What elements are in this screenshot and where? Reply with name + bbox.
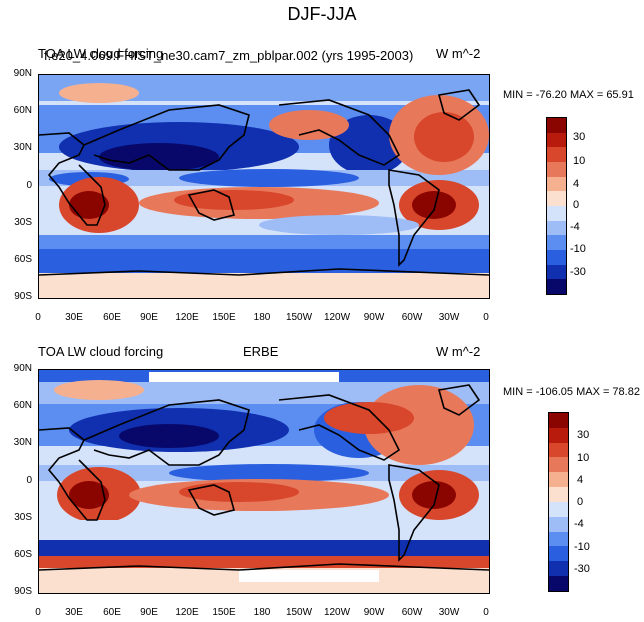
colorbar-segment (547, 161, 566, 177)
lon-label: 120E (175, 607, 199, 618)
panel-2-left-title: TOA LW cloud forcing (38, 344, 164, 359)
lat-label: 90N (13, 68, 32, 79)
lon-label: 0 (483, 607, 489, 618)
colorbar-segment (549, 576, 568, 591)
colorbar-segment (549, 472, 568, 488)
lon-label: 0 (35, 312, 41, 323)
lat-label: 90S (14, 291, 32, 302)
lon-label: 150W (285, 607, 313, 618)
colorbar-segment (549, 561, 568, 577)
lon-label: 30W (438, 607, 460, 618)
colorbar-label: 10 (573, 155, 586, 167)
lon-label: 90E (140, 607, 158, 618)
lon-label: 120W (323, 312, 351, 323)
lon-label: 90W (363, 312, 385, 323)
colorbar-label: 10 (577, 452, 590, 464)
lon-label: 30E (65, 312, 83, 323)
lon-label: 60W (401, 607, 423, 618)
lat-label: 0 (26, 180, 32, 191)
lat-label: 60S (14, 549, 32, 560)
lon-label: 120E (175, 312, 199, 323)
colorbar-segment (549, 487, 568, 502)
lon-label: 150E (212, 312, 236, 323)
colorbar-label: -30 (574, 563, 590, 575)
panel-1-map (38, 74, 490, 299)
lon-label: 150W (285, 312, 313, 323)
lat-label: 90N (13, 363, 32, 374)
lon-label: 90W (363, 607, 385, 618)
figure-title: DJF-JJA (287, 4, 357, 24)
colorbar-segment (547, 220, 566, 236)
lat-label: 0 (26, 475, 32, 486)
colorbar-segment (549, 546, 568, 562)
panel-1-left-title: TOA LW cloud forcing (38, 46, 164, 61)
colorbar-segment (549, 457, 568, 473)
colorbar-segment (547, 147, 566, 162)
lon-label: 0 (483, 312, 489, 323)
colorbar-label: -10 (570, 243, 586, 255)
colorbar-label: 0 (577, 496, 584, 508)
colorbar-segment (547, 249, 566, 265)
lon-label: 90E (140, 312, 158, 323)
panel-1-center-title: f.e20_4.069.FHIST_ne30.cam7_zm_pblpar.00… (44, 48, 414, 63)
colorbar-segment (549, 516, 568, 532)
lon-label: 180 (253, 312, 271, 323)
lat-label: 30S (14, 512, 32, 523)
lon-label: 150E (212, 607, 236, 618)
panel-2-map (38, 369, 490, 594)
colorbar-segment (549, 501, 568, 517)
colorbar-segment (549, 413, 568, 428)
lon-label: 0 (35, 607, 41, 618)
colorbar-segment (549, 427, 568, 443)
colorbar-segment (547, 118, 566, 133)
colorbar-label: 30 (573, 131, 586, 143)
colorbar-segment (549, 531, 568, 547)
lat-label: 30N (13, 437, 32, 448)
lat-label: 60S (14, 254, 32, 265)
colorbar-segment (547, 132, 566, 148)
colorbar-segment (549, 442, 568, 458)
panel-1-min-max: MIN = -76.20 MAX = 65.91 (503, 89, 634, 101)
panel-2-colorbar (548, 412, 569, 592)
lat-label: 60N (13, 400, 32, 411)
colorbar-segment (547, 264, 566, 280)
lat-label: 90S (14, 586, 32, 597)
panel-2-min-max: MIN = -106.05 MAX = 78.82 (503, 386, 640, 398)
colorbar-label: 30 (577, 429, 590, 441)
colorbar-label: 0 (573, 199, 580, 211)
lon-label: 60E (103, 607, 121, 618)
colorbar-segment (547, 205, 566, 221)
lat-label: 30S (14, 217, 32, 228)
colorbar-segment (547, 235, 566, 250)
panel-1-colorbar (546, 117, 567, 295)
colorbar-label: -30 (570, 266, 586, 278)
panel-1-units: W m^-2 (436, 46, 481, 61)
colorbar-segment (547, 279, 566, 294)
panel-2-center-title: ERBE (243, 344, 279, 359)
panel-2-contour-field (39, 370, 489, 593)
lat-label: 30N (13, 142, 32, 153)
lon-label: 30E (65, 607, 83, 618)
panel-1-contour-field (39, 75, 489, 298)
lon-label: 30W (438, 312, 460, 323)
colorbar-label: -4 (574, 518, 584, 530)
lon-label: 120W (323, 607, 351, 618)
colorbar-label: -10 (574, 541, 590, 553)
lat-label: 60N (13, 105, 32, 116)
lon-label: 60W (401, 312, 423, 323)
panel-2-units: W m^-2 (436, 344, 481, 359)
colorbar-label: 4 (577, 474, 584, 486)
lon-label: 180 (253, 607, 271, 618)
colorbar-segment (547, 191, 566, 206)
colorbar-segment (547, 176, 566, 192)
colorbar-label: 4 (573, 178, 580, 190)
lon-label: 60E (103, 312, 121, 323)
colorbar-label: -4 (570, 221, 580, 233)
